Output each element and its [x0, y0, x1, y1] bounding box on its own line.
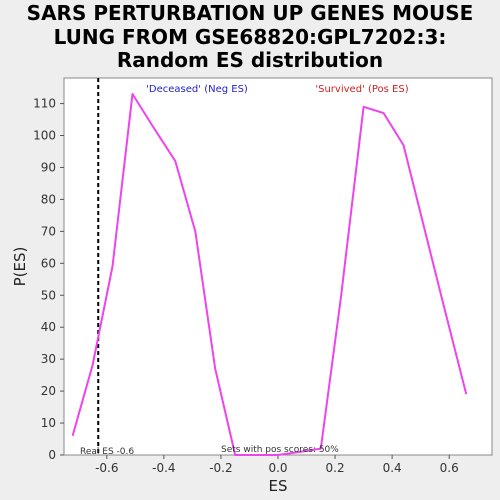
pos-scores-note: Sets with pos scores: 50% [221, 445, 339, 455]
pos-es-header: 'Survived' (Pos ES) [315, 84, 408, 95]
x-tick-label: -0.2 [209, 461, 232, 475]
chart-title-line-2: LUNG FROM GSE68820:GPL7202:3: [53, 24, 447, 49]
real-es-label: Real ES -0.6 [80, 447, 134, 457]
y-tick-label: 70 [41, 224, 56, 238]
x-tick-label: 0.2 [326, 461, 345, 475]
x-tick-label: 0.4 [383, 461, 402, 475]
y-tick-label: 80 [41, 192, 56, 206]
chart-title-line-3: Random ES distribution [116, 48, 384, 72]
y-axis-label: P(ES) [11, 247, 29, 287]
y-tick-label: 30 [41, 352, 56, 366]
x-tick-label: -0.4 [152, 461, 175, 475]
y-tick-label: 20 [41, 384, 56, 398]
chart-title-line-1: SARS PERTURBATION UP GENES MOUSE [26, 1, 474, 25]
x-tick-label: -0.6 [95, 461, 118, 475]
plot-area [63, 77, 493, 456]
y-tick-label: 60 [41, 256, 56, 270]
series-line [71, 93, 468, 456]
y-tick-label: 0 [48, 448, 56, 462]
chart-title: SARS PERTURBATION UP GENES MOUSE LUNG FR… [0, 1, 500, 73]
y-tick-label: 110 [33, 97, 56, 111]
x-axis-label: ES [269, 477, 288, 495]
y-tick-label: 100 [33, 129, 56, 143]
y-tick-label: 50 [41, 288, 56, 302]
y-tick-label: 40 [41, 320, 56, 334]
y-tick-label: 90 [41, 160, 56, 174]
x-tick-label: 0.0 [268, 461, 287, 475]
x-tick-label: 0.6 [440, 461, 459, 475]
neg-es-header: 'Deceased' (Neg ES) [146, 84, 248, 95]
y-tick-label: 10 [41, 416, 56, 430]
